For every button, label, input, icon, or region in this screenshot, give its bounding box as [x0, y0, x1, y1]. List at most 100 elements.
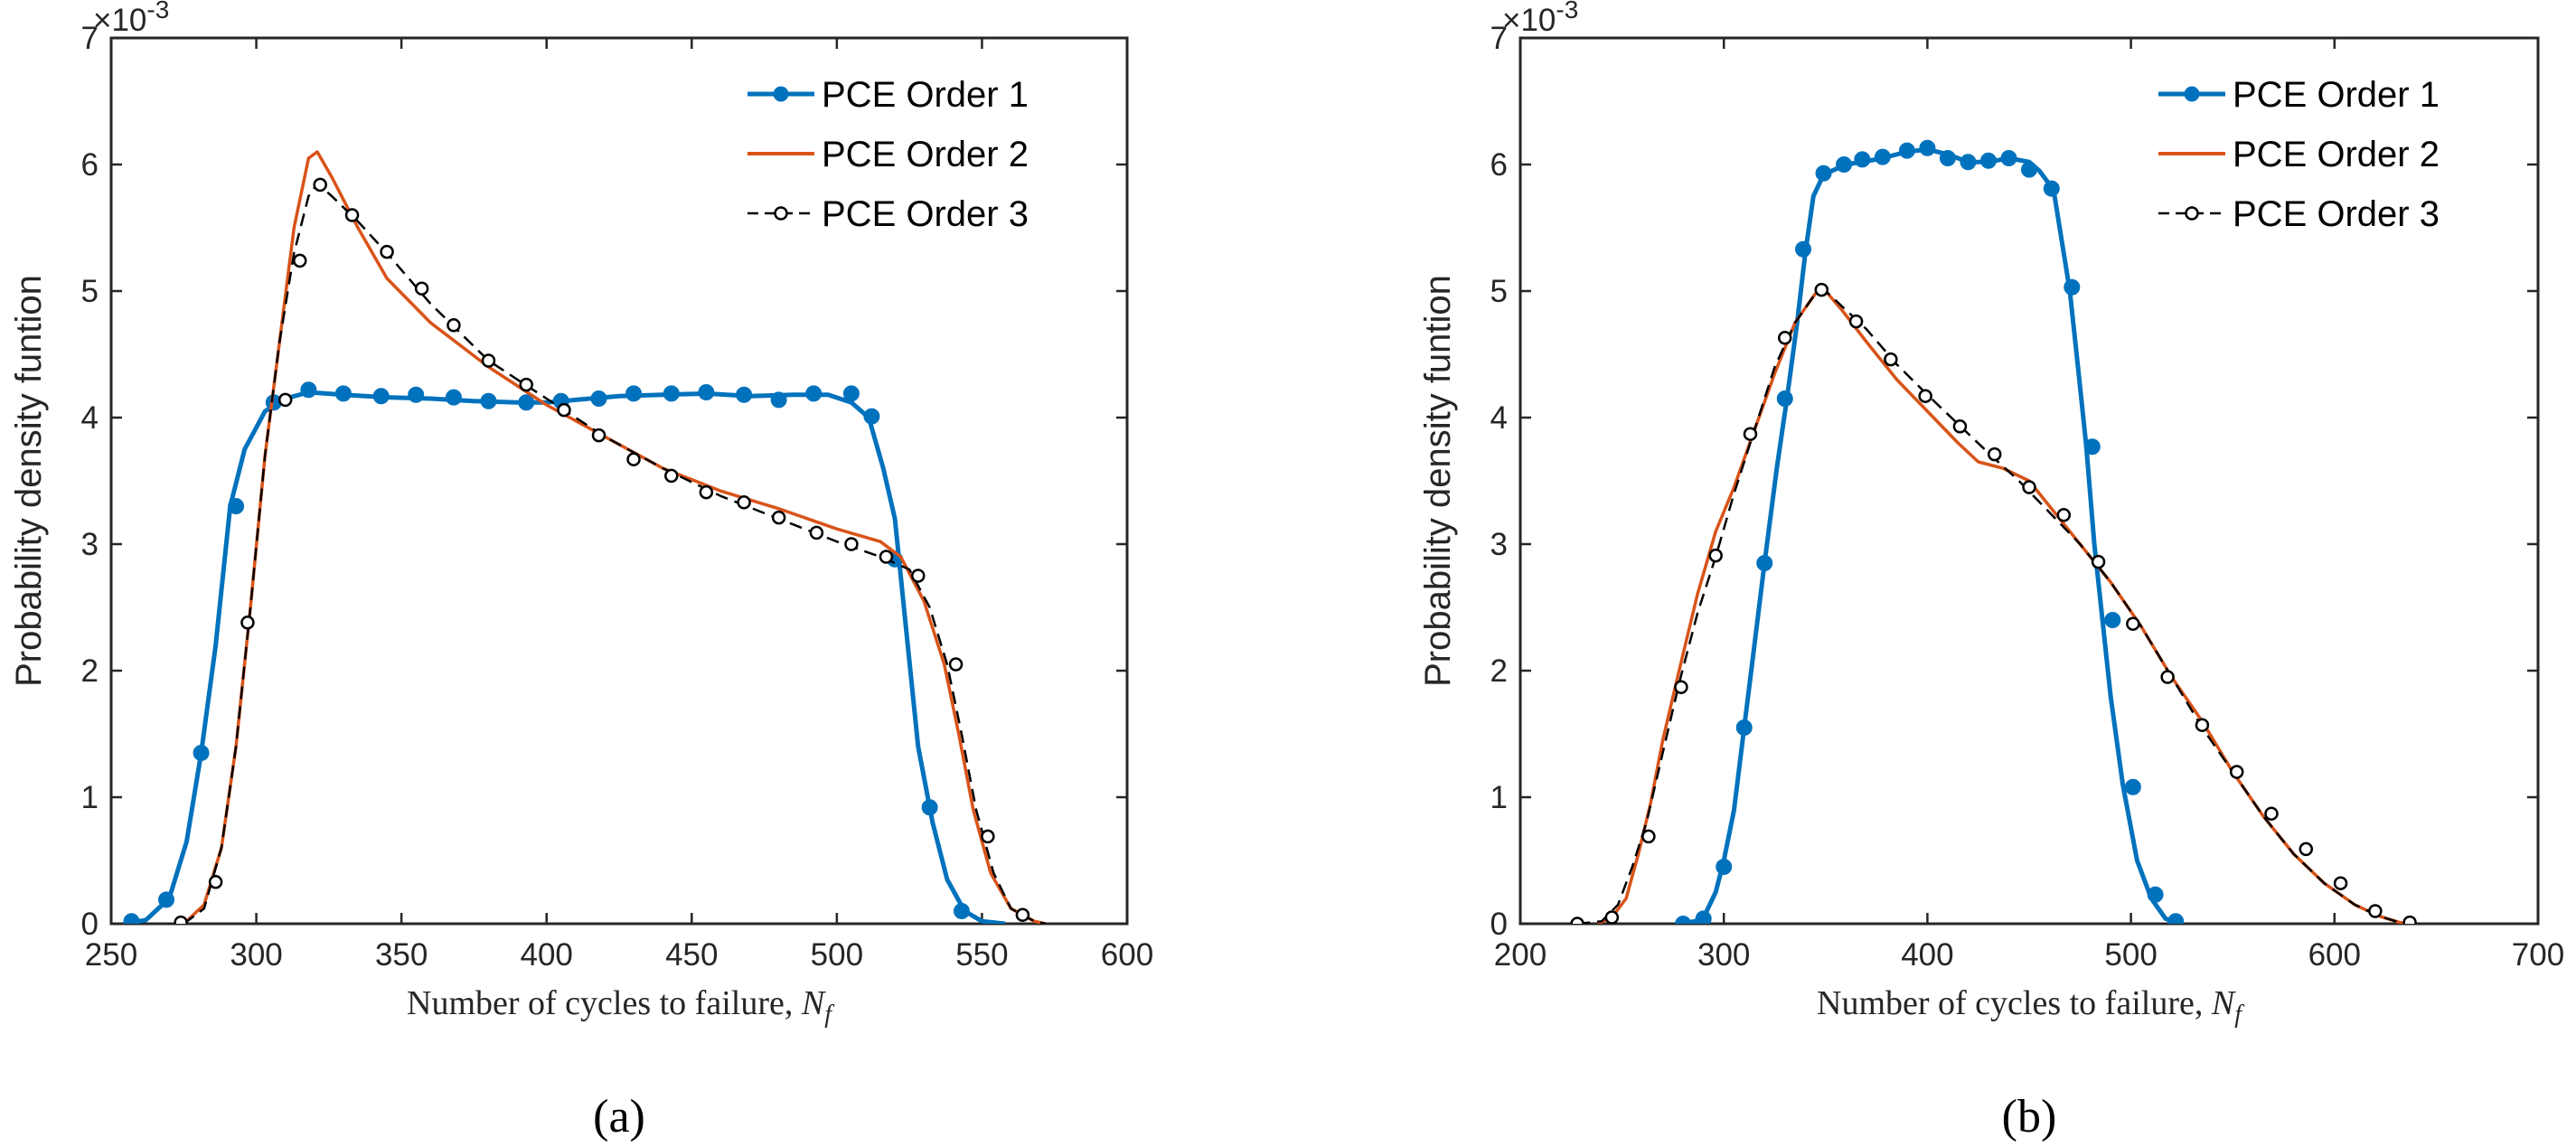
data-point-order3: [2402, 915, 2417, 924]
series-line-order1: [125, 390, 1006, 924]
data-point-order1: [2083, 438, 2101, 456]
data-point-order1: [1716, 859, 1733, 875]
data-point-order1: [1898, 142, 1915, 159]
x-tick-label: 400: [521, 937, 573, 973]
y-tick-label: 7: [1490, 21, 1508, 56]
data-point-order3: [879, 550, 894, 564]
x-tick-label: 400: [1901, 937, 1953, 973]
legend-label-order3: PCE Order 3: [822, 194, 1029, 234]
data-point-order3: [519, 377, 533, 392]
x-tick-label: 500: [2104, 937, 2157, 973]
data-point-order3: [2022, 480, 2036, 494]
data-point-order3: [2056, 508, 2072, 522]
data-point-order1: [625, 385, 643, 402]
x-tick-label: 700: [2512, 937, 2564, 973]
data-point-order1: [1836, 156, 1853, 173]
data-point-order3: [664, 468, 679, 484]
data-point-order1: [445, 389, 462, 406]
data-point-order3: [414, 281, 429, 296]
x-tick-label: 600: [2308, 937, 2361, 973]
data-point-order1: [1776, 390, 1793, 407]
x-tick-label: 550: [955, 937, 1008, 973]
data-point-order3: [1987, 447, 2002, 462]
data-point-order3: [174, 915, 188, 924]
x-tick-label: 500: [811, 937, 863, 973]
data-point-order3: [1814, 282, 1829, 297]
data-point-order3: [737, 495, 751, 510]
data-point-order1: [2124, 778, 2141, 795]
data-point-order1: [2043, 180, 2060, 197]
data-point-order1: [2000, 150, 2017, 166]
data-point-order3: [380, 244, 394, 259]
data-point-order1: [1815, 165, 1832, 182]
series-line-order1: [1678, 146, 2181, 924]
y-tick-label: 1: [1490, 780, 1508, 815]
data-point-order1: [1960, 154, 1977, 171]
x-tick-label: 300: [230, 937, 282, 973]
data-point-order3: [292, 253, 307, 268]
series-order3: [1570, 282, 2417, 924]
data-point-order3: [1641, 829, 1656, 844]
y-tick-label: 0: [81, 907, 99, 942]
legend-label-order2: PCE Order 2: [822, 135, 1029, 174]
y-exponent-power: -3: [146, 0, 169, 24]
legend-label-order1: PCE Order 1: [822, 75, 1029, 115]
series-order1: [123, 381, 1006, 924]
legend-marker-order1: [2184, 86, 2200, 102]
data-point-order1: [408, 386, 425, 403]
x-axis-label-text: Number of cycles to failure,: [407, 984, 802, 1022]
data-point-order1: [921, 799, 938, 816]
panel-caption: (a): [593, 1091, 645, 1142]
series-line-order3: [183, 182, 1047, 924]
data-point-order3: [481, 353, 496, 368]
panel-a: 250 300 350 400 450 500 550 600 0 1 2 3 4 5 6 7×10-3 Pro…: [9, 0, 1153, 1142]
data-point-order1: [953, 903, 970, 919]
data-point-order3: [1778, 331, 1792, 345]
y-tick-label: 1: [81, 780, 99, 815]
plot-area: [109, 36, 1129, 926]
y-exponent-base: ×10: [1502, 3, 1556, 38]
data-point-order3: [1743, 427, 1758, 441]
x-tick-label: 200: [1494, 937, 1547, 973]
series-order2: [1596, 289, 2417, 924]
data-point-order3: [2299, 841, 2314, 857]
data-point-order3: [809, 525, 824, 541]
y-tick-label: 4: [1490, 400, 1508, 436]
data-point-order1: [518, 394, 535, 411]
data-point-order1: [1756, 555, 1773, 571]
data-point-order1: [2021, 161, 2037, 178]
x-tick-label: 300: [1697, 937, 1750, 973]
x-axis-label-symbol: N: [2211, 984, 2237, 1022]
data-point-order3: [2264, 806, 2279, 821]
y-tick-label: 7: [81, 21, 99, 56]
data-point-order1: [1919, 139, 1936, 156]
y-tick-label: 6: [81, 147, 99, 183]
data-point-order3: [591, 428, 606, 443]
data-point-order1: [1979, 152, 1997, 169]
data-point-order3: [277, 392, 293, 408]
data-point-order3: [699, 484, 714, 500]
data-point-order3: [2229, 765, 2244, 779]
data-point-order1: [300, 381, 317, 399]
y-exponent: ×10-3: [93, 0, 169, 38]
legend-label-order3: PCE Order 3: [2233, 194, 2440, 234]
x-tick-label: 250: [85, 937, 137, 973]
y-axis-label: Probability density funtion: [1418, 275, 1458, 687]
data-point-order3: [1952, 419, 1968, 434]
data-point-order1: [1675, 916, 1692, 924]
panel-caption: (b): [2002, 1091, 2057, 1142]
data-point-order1: [193, 745, 210, 761]
y-tick-label: 0: [1490, 907, 1508, 942]
data-point-order3: [2333, 876, 2348, 890]
data-point-order3: [626, 452, 641, 466]
data-point-order1: [2064, 278, 2081, 296]
x-axis-label-symbol: N: [801, 984, 827, 1022]
x-axis-label: Number of cycles to failure, Nf: [1817, 984, 2244, 1029]
y-tick-label: 2: [1490, 653, 1508, 689]
data-point-order3: [1604, 910, 1620, 924]
series-order1: [1675, 139, 2185, 924]
data-point-order1: [1939, 150, 1956, 166]
data-point-order3: [2368, 904, 2383, 918]
data-point-order1: [334, 385, 352, 402]
